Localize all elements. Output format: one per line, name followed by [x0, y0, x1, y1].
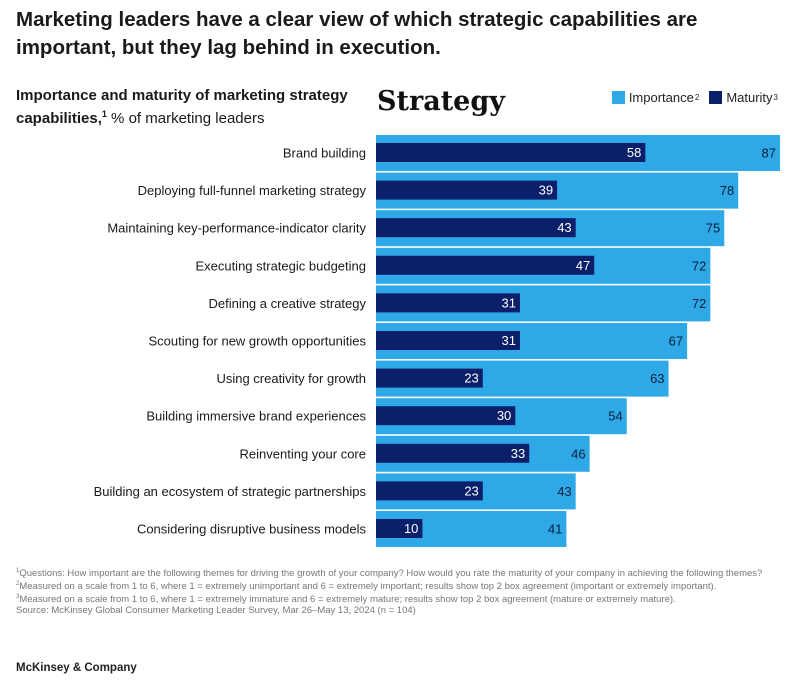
footnote-marker: 2 — [16, 581, 20, 588]
category-label: Reinventing your core — [240, 446, 366, 461]
category-label: Building an ecosystem of strategic partn… — [94, 484, 367, 499]
importance-value-label: 43 — [557, 484, 571, 499]
chart-subtitle: Importance and maturity of marketing str… — [16, 86, 356, 128]
chart-legend: Importance 2 Maturity 3 — [602, 90, 778, 105]
category-label: Scouting for new growth opportunities — [148, 334, 366, 349]
maturity-value-label: 23 — [464, 483, 478, 498]
category-label: Maintaining key-performance-indicator cl… — [107, 221, 366, 236]
maturity-value-label: 58 — [627, 145, 641, 160]
footnote-text: Measured on a scale from 1 to 6, where 1… — [19, 581, 717, 593]
footnote-marker: 1 — [16, 568, 20, 574]
chart-subtitle-rest: % of marketing leaders — [106, 110, 265, 127]
footnote: 1Questions: How important are the follow… — [16, 566, 786, 579]
headline: Marketing leaders have a clear view of w… — [16, 8, 698, 59]
maturity-value-label: 10 — [404, 521, 418, 536]
legend-item-maturity: Maturity 3 — [709, 90, 778, 105]
maturity-bar — [376, 218, 576, 238]
category-label: Using creativity for growth — [216, 371, 366, 386]
importance-value-label: 46 — [571, 446, 585, 461]
footnote: 2Measured on a scale from 1 to 6, where … — [16, 579, 786, 592]
maturity-bar — [376, 368, 483, 388]
maturity-bar — [376, 180, 558, 200]
section-title: Strategy — [377, 86, 505, 117]
maturity-value-label: 43 — [557, 220, 571, 235]
importance-value-label: 67 — [669, 334, 683, 349]
footnote-text: Questions: How important are the followi… — [19, 568, 763, 580]
category-label: Defining a creative strategy — [208, 296, 366, 311]
category-label: Deploying full-funnel marketing strategy — [138, 183, 367, 198]
footnote-text: Source: McKinsey Global Consumer Marketi… — [16, 605, 416, 617]
maturity-bar — [376, 255, 595, 275]
legend-label-importance: Importance — [628, 90, 694, 105]
legend-sup-importance: 2 — [694, 93, 700, 102]
maturity-value-label: 47 — [576, 258, 590, 273]
legend-sup-maturity: 3 — [773, 93, 778, 102]
importance-value-label: 41 — [548, 522, 562, 537]
chart-subtitle-bold: Importance and maturity of marketing str… — [16, 87, 348, 127]
chart-subtitle-footnote-ref: 1 — [101, 109, 107, 119]
importance-value-label: 87 — [762, 146, 776, 161]
importance-value-label: 63 — [650, 371, 664, 386]
footnote-marker: 3 — [16, 594, 20, 601]
maturity-bar — [376, 331, 520, 350]
legend-item-importance: Importance 2 — [611, 90, 700, 105]
maturity-bar — [376, 406, 516, 426]
maturity-value-label: 30 — [497, 408, 511, 423]
maturity-value-label: 33 — [511, 446, 525, 461]
importance-value-label: 75 — [706, 221, 720, 236]
footnote: Source: McKinsey Global Consumer Marketi… — [16, 605, 786, 616]
footnote: 3Measured on a scale from 1 to 6, where … — [16, 592, 786, 605]
maturity-value-label: 23 — [464, 371, 478, 386]
footnotes: 1Questions: How important are the follow… — [16, 566, 786, 616]
maturity-value-label: 39 — [539, 183, 553, 198]
importance-value-label: 72 — [692, 258, 706, 273]
importance-value-label: 54 — [608, 409, 622, 424]
footnote-text: Measured on a scale from 1 to 6, where 1… — [19, 594, 676, 606]
category-label: Building immersive brand experiences — [146, 409, 366, 424]
maturity-bar — [376, 519, 423, 538]
importance-value-label: 72 — [692, 296, 706, 311]
maturity-bar — [376, 143, 646, 162]
category-label: Considering disruptive business models — [137, 522, 367, 537]
maturity-value-label: 31 — [501, 333, 515, 348]
maturity-bar — [376, 293, 520, 313]
importance-value-label: 78 — [720, 183, 734, 198]
maturity-bar — [376, 481, 483, 501]
category-label: Executing strategic budgeting — [195, 258, 366, 273]
legend-label-maturity: Maturity — [726, 90, 773, 105]
brand-name: McKinsey & Company — [16, 662, 137, 674]
category-label: Brand building — [283, 146, 366, 161]
maturity-bar — [376, 443, 530, 463]
legend-swatch-importance — [611, 91, 625, 104]
legend-swatch-maturity — [709, 91, 723, 104]
maturity-value-label: 31 — [501, 295, 515, 310]
